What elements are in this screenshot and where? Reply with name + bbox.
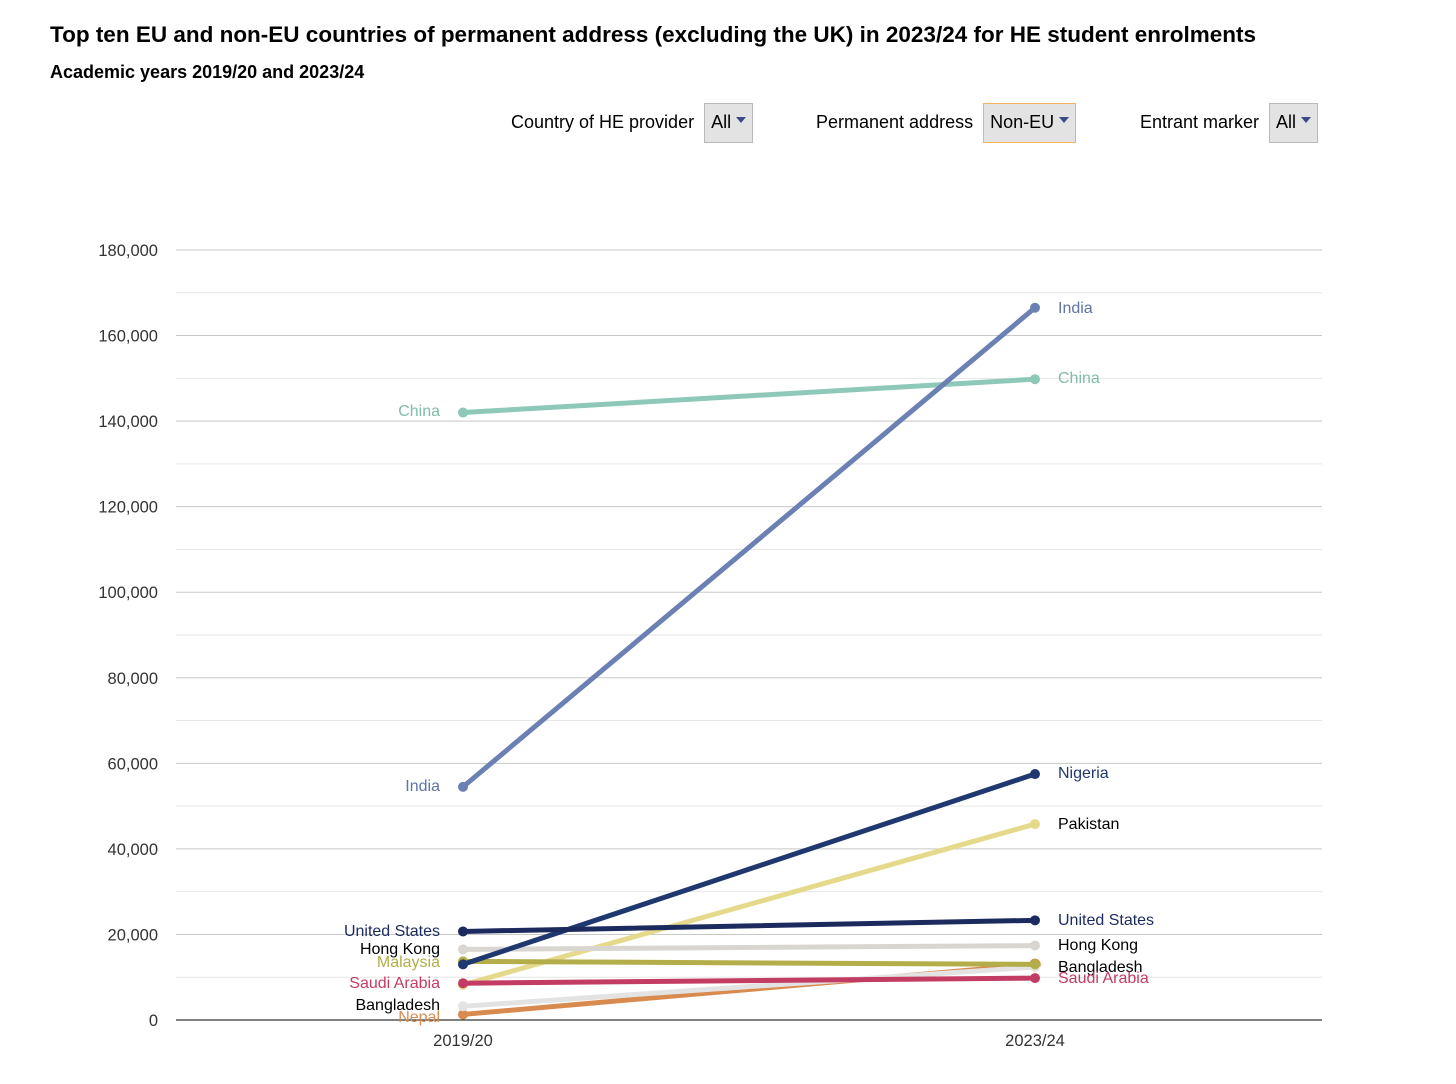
series-label-right: United States xyxy=(1058,912,1154,929)
data-point xyxy=(458,1009,468,1020)
y-tick-label: 120,000 xyxy=(98,499,158,517)
data-point xyxy=(458,407,468,418)
chevron-down-icon xyxy=(1059,116,1070,123)
y-tick-label: 60,000 xyxy=(108,755,158,773)
series-label-right: Nigeria xyxy=(1058,765,1109,782)
chart-title: Top ten EU and non-EU countries of perma… xyxy=(50,22,1257,47)
series-label-right: Hong Kong xyxy=(1058,937,1138,954)
series-label-left: China xyxy=(398,403,440,420)
chart-subtitle: Academic years 2019/20 and 2023/24 xyxy=(50,62,365,82)
series-line xyxy=(460,771,1038,967)
data-point xyxy=(1030,769,1040,780)
y-tick-label: 140,000 xyxy=(98,413,158,431)
y-tick-label: 40,000 xyxy=(108,841,158,859)
filter-permanent-address: Permanent address Non-EU xyxy=(816,101,1077,144)
series-line xyxy=(460,305,1038,790)
filter-label: Entrant marker xyxy=(1140,112,1260,132)
series-label-right: Saudi Arabia xyxy=(1058,970,1149,987)
chevron-down-icon xyxy=(736,116,747,123)
y-tick-label: 0 xyxy=(149,1012,158,1030)
series-label-right: India xyxy=(1058,300,1093,317)
series-line xyxy=(460,975,1038,986)
series-line xyxy=(460,958,1038,967)
data-point xyxy=(1030,940,1040,951)
country-of-he-provider-select[interactable]: All xyxy=(704,102,754,143)
data-point xyxy=(458,959,468,970)
x-tick-label: 2019/20 xyxy=(433,1032,493,1050)
series-label-left: United States xyxy=(344,923,440,940)
series-line xyxy=(460,917,1038,934)
y-tick-label: 20,000 xyxy=(108,926,158,944)
series-label-left: India xyxy=(405,778,440,795)
chevron-down-icon xyxy=(1301,116,1312,123)
series-line xyxy=(460,376,1038,416)
data-point xyxy=(1030,973,1040,984)
y-tick-label: 100,000 xyxy=(98,584,158,602)
series-label-right: Pakistan xyxy=(1058,816,1119,833)
data-point xyxy=(458,926,468,937)
permanent-address-select[interactable]: Non-EU xyxy=(983,102,1077,143)
y-tick-label: 180,000 xyxy=(98,242,158,260)
select-value: All xyxy=(711,112,732,132)
y-tick-label: 80,000 xyxy=(108,670,158,688)
data-point xyxy=(1030,819,1040,830)
series-label-left: Nepal xyxy=(398,1009,440,1026)
data-point xyxy=(458,781,468,792)
data-point xyxy=(458,978,468,989)
data-point xyxy=(458,944,468,955)
series-label-right: Bangladesh xyxy=(1058,959,1143,976)
series-label-left: Bangladesh xyxy=(355,997,440,1014)
data-point xyxy=(458,1001,468,1012)
data-point xyxy=(1030,959,1040,970)
y-tick-label: 160,000 xyxy=(98,328,158,346)
series-line xyxy=(460,943,1038,952)
series-label-right: China xyxy=(1058,370,1100,387)
select-value: Non-EU xyxy=(990,112,1055,132)
series-label-left: Malaysia xyxy=(377,954,440,971)
filter-label: Permanent address xyxy=(816,112,974,132)
select-value: All xyxy=(1276,112,1297,132)
series-line xyxy=(460,821,1038,988)
entrant-marker-select[interactable]: All xyxy=(1269,102,1319,143)
x-tick-label: 2023/24 xyxy=(1005,1032,1065,1050)
data-point xyxy=(1030,374,1040,385)
data-point xyxy=(1030,302,1040,313)
filter-entrant-marker: Entrant marker All xyxy=(1140,101,1319,144)
series-label-left: Hong Kong xyxy=(360,941,440,958)
filter-country-of-he-provider: Country of HE provider All xyxy=(511,101,754,144)
series-label-left: Saudi Arabia xyxy=(349,975,440,992)
data-point xyxy=(1030,915,1040,926)
series-line xyxy=(460,964,1038,1009)
filter-label: Country of HE provider xyxy=(511,112,695,132)
